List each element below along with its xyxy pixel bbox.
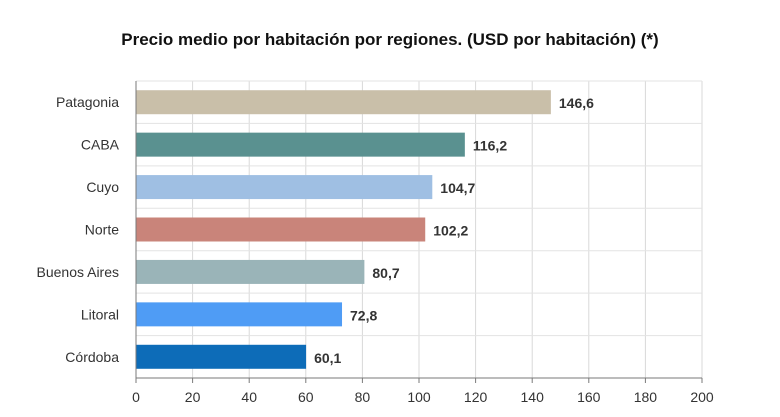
- category-label: Buenos Aires: [37, 264, 120, 280]
- x-tick-label: 0: [132, 389, 140, 405]
- bar-0: [136, 90, 551, 115]
- x-tick-label: 40: [241, 389, 257, 405]
- value-label: 146,6: [559, 95, 594, 111]
- chart-title: Precio medio por habitación por regiones…: [121, 30, 659, 49]
- category-label: Cuyo: [86, 179, 119, 195]
- x-tick-label: 180: [634, 389, 658, 405]
- bar-4: [136, 259, 365, 284]
- bar-layer: [136, 90, 551, 369]
- label-layer: Patagonia 146,6 CABA 116,2 Cuyo 104,7 Norte 102…: [37, 94, 595, 366]
- x-tick-label: 160: [577, 389, 601, 405]
- value-label: 116,2: [473, 138, 507, 154]
- bar-5: [136, 302, 343, 327]
- bar-1: [136, 132, 465, 157]
- x-tick-label: 80: [355, 389, 371, 405]
- value-label: 104,7: [440, 180, 475, 196]
- x-tick-label: 200: [690, 389, 714, 405]
- x-tick-label: 140: [521, 389, 545, 405]
- bar-3: [136, 217, 426, 242]
- category-label: CABA: [81, 137, 120, 153]
- x-tick-label: 20: [185, 389, 201, 405]
- value-label: 102,2: [433, 223, 468, 239]
- x-tick-label: 100: [407, 389, 431, 405]
- x-tick-label: 120: [464, 389, 488, 405]
- x-tick-label: 60: [298, 389, 314, 405]
- bar-2: [136, 175, 433, 200]
- category-label: Litoral: [81, 306, 119, 322]
- axis-layer: 0 20 40 60 80 100 120 140 160 180 200: [132, 81, 714, 405]
- bar-6: [136, 344, 307, 369]
- value-label: 60,1: [314, 350, 341, 366]
- category-label: Norte: [85, 222, 119, 238]
- value-label: 80,7: [372, 265, 399, 281]
- value-label: 72,8: [350, 307, 377, 323]
- category-label: Córdoba: [65, 349, 119, 365]
- category-label: Patagonia: [56, 94, 119, 110]
